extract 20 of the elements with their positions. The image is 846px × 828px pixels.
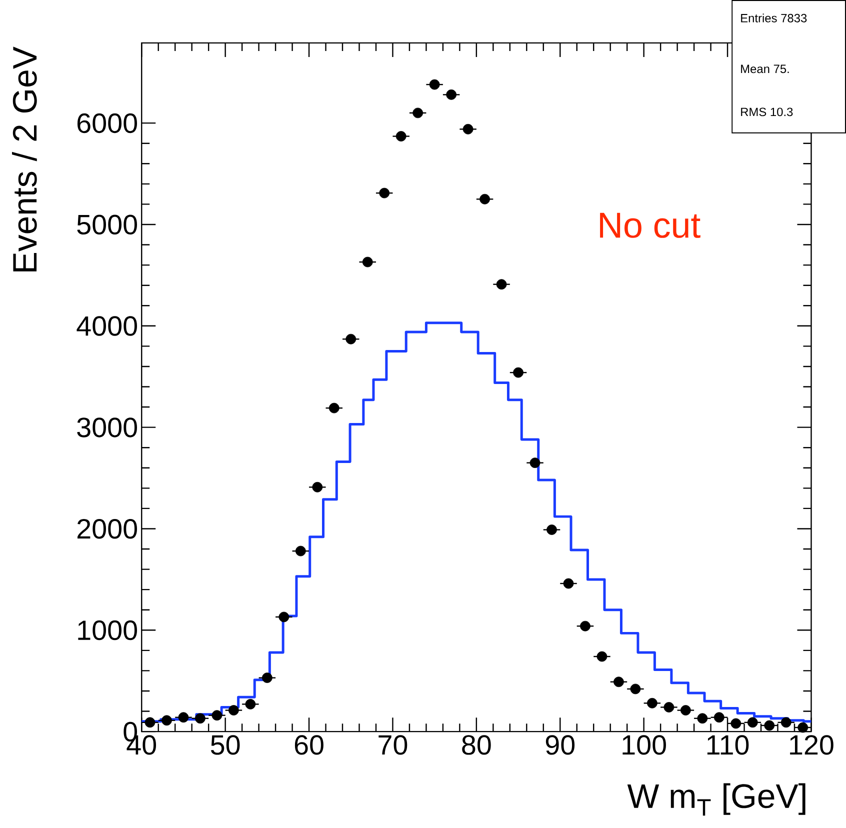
annotation: No cut [600, 213, 700, 238]
y-axis-title: Events / 2 GeV [12, 46, 37, 272]
y-tick-label: 3000 [77, 418, 137, 438]
x-tick-label: 70 [378, 735, 408, 756]
x-tick-label: 90 [546, 735, 575, 756]
y-tick-label: 2000 [77, 519, 137, 539]
x-tick-label: 110 [707, 735, 749, 756]
y-tick-label: 1000 [78, 620, 137, 640]
x-tick-label: 80 [462, 735, 491, 756]
y-tick-label: 6000 [78, 114, 137, 134]
text: Entries 7833 [741, 14, 807, 23]
x-tick-label: 50 [210, 735, 240, 756]
x-axis-title: W m$_{T}$ [GeV] [627, 784, 806, 816]
x-tick-label: 100 [622, 735, 666, 756]
annotation: Mean 75. [741, 65, 789, 74]
x-tick-label: 120 [790, 735, 834, 756]
y-tick-label: 5000 [77, 215, 137, 235]
annotation: RMS 10.3 [741, 108, 793, 116]
y-tick-label: 4000 [76, 316, 137, 336]
x-tick-label: 60 [294, 735, 324, 756]
